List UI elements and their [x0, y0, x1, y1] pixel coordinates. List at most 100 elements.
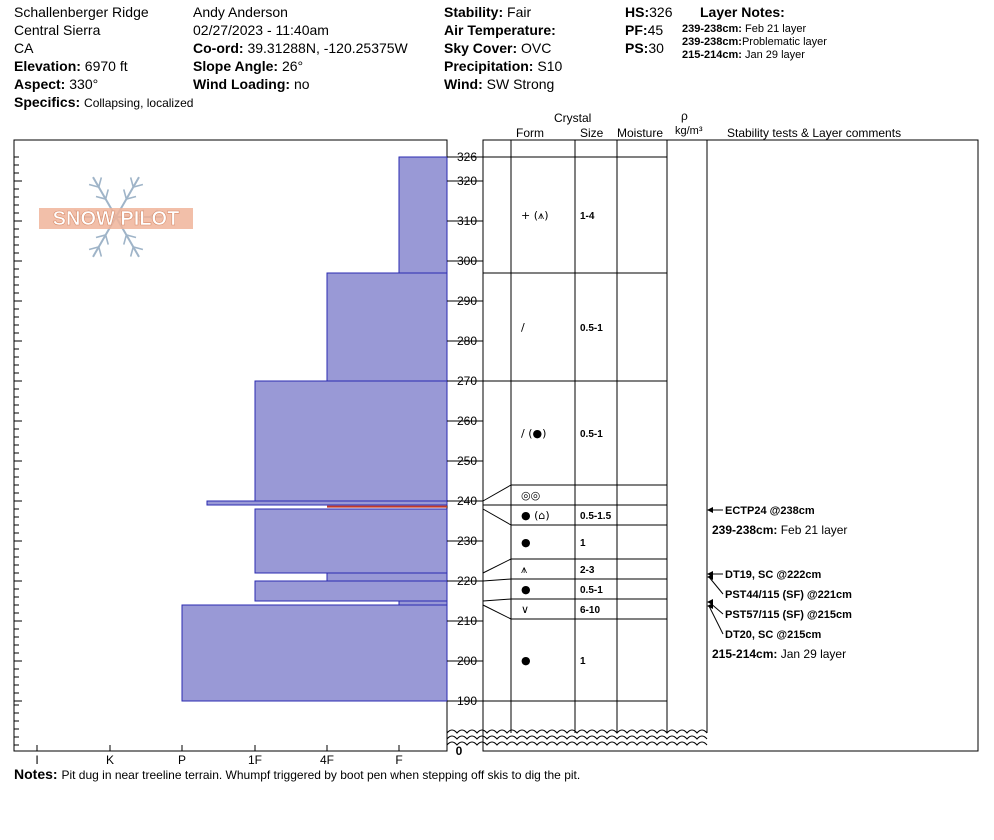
elevation: Elevation: 6970 ft: [14, 58, 128, 74]
hardness-bar: [181, 604, 448, 702]
height-tick-label: 260: [457, 414, 477, 428]
density-unit-header: kg/m³: [675, 125, 703, 137]
test-label: DT20, SC @215cm: [725, 629, 822, 641]
stability-test: 239-238cm: Feb 21 layer: [712, 523, 847, 537]
pf: PF:45: [625, 22, 664, 38]
hardness-bar: [254, 580, 448, 602]
height-tick-label: 200: [457, 654, 477, 668]
test-label: PST44/115 (SF) @221cm: [725, 589, 852, 601]
specifics: Specifics: Collapsing, localized: [14, 94, 194, 110]
layer-note: 239-238cm: Feb 21 layer: [682, 23, 807, 35]
grain-form-label: /: [521, 321, 525, 334]
height-tick-label: 280: [457, 334, 477, 348]
snowflake-branch: [129, 177, 135, 188]
precipitation: Precipitation: S10: [444, 58, 563, 74]
grain-form-label: ◎◎: [521, 489, 540, 502]
test-label: DT19, SC @222cm: [725, 569, 822, 581]
stability-test: 215-214cm: Jan 29 layer: [712, 647, 846, 661]
snowflake-branch: [133, 183, 144, 188]
height-tick-label: 290: [457, 294, 477, 308]
test-arrow: [708, 605, 724, 635]
location: Schallenberger Ridge: [14, 4, 149, 20]
observer: Andy Anderson: [193, 4, 288, 20]
snowflake-branch: [122, 234, 128, 245]
grain-size-label: 1: [580, 656, 586, 667]
hardness-tick-label: 4F: [320, 753, 334, 767]
hardness-bar: [326, 272, 448, 382]
test-arrow: [708, 576, 724, 595]
snowflake-branch: [122, 189, 128, 200]
layer-connector: [482, 484, 512, 502]
stability-comments-header: Stability tests & Layer comments: [727, 126, 902, 140]
grain-size-label: 1-4: [580, 211, 595, 222]
layer-table-frame: [482, 139, 979, 752]
layer-comment: 215-214cm: Jan 29 layer: [712, 647, 846, 661]
layer-connector: [482, 578, 512, 582]
grain-size-label: 6-10: [580, 605, 600, 616]
hardness-tick-label: I: [35, 753, 38, 767]
grain-size-label: 0.5-1: [580, 585, 603, 596]
layer-note: 215-214cm: Jan 29 layer: [682, 49, 805, 61]
wind-loading: Wind Loading: no: [193, 76, 310, 92]
hs: HS:326: [625, 4, 673, 20]
height-tick-label: 230: [457, 534, 477, 548]
grain-form-label: + (⩚): [521, 209, 549, 222]
axis-break: [446, 741, 708, 746]
layer-comment: 239-238cm: Feb 21 layer: [712, 523, 847, 537]
grain-form-label: ●: [521, 536, 531, 549]
stability-test: ECTP24 @238cm: [707, 505, 815, 517]
hardness-bar: [326, 572, 448, 582]
height-tick-label: 310: [457, 214, 477, 228]
test-label: ECTP24 @238cm: [725, 505, 815, 517]
snowflake-branch: [104, 189, 110, 200]
grain-form-label: ∨: [521, 603, 529, 616]
crystal-header: Crystal: [554, 111, 592, 125]
hardness-bar: [398, 156, 448, 274]
region: Central Sierra: [14, 22, 101, 38]
snowflake-branch: [88, 183, 99, 188]
moisture-header: Moisture: [617, 126, 664, 140]
hardness-bar: [398, 600, 448, 606]
hardness-bar: [206, 500, 448, 506]
height-tick-label: 300: [457, 254, 477, 268]
size-header: Size: [580, 126, 604, 140]
notes: Notes: Pit dug in near treeline terrain.…: [14, 766, 581, 782]
hardness-tick-label: 1F: [248, 753, 262, 767]
height-tick-label: 240: [457, 494, 477, 508]
test-arrowhead: [707, 603, 713, 609]
snowflake-branch: [88, 246, 99, 251]
grain-form-label: ⩚: [521, 563, 527, 576]
form-header: Form: [516, 126, 544, 140]
grain-form-label: ●: [521, 583, 531, 596]
layer-note: 239-238cm:Problematic layer: [682, 36, 827, 48]
density-rho-header: ρ: [681, 109, 688, 123]
hardness-tick-label: P: [178, 753, 186, 767]
layer-connector: [482, 558, 512, 574]
height-tick-label: 190: [457, 694, 477, 708]
hardness-tick-label: F: [395, 753, 402, 767]
stability-test: DT19, SC @222cm: [707, 569, 822, 581]
wind: Wind: SW Strong: [444, 76, 555, 92]
snowflake-branch: [95, 234, 106, 239]
height-tick-label: 250: [457, 454, 477, 468]
grain-size-label: 0.5-1: [580, 323, 603, 334]
grain-form-label: / (●): [521, 427, 546, 440]
hardness-tick-label: K: [106, 753, 114, 767]
logo-band: [39, 208, 193, 229]
grain-size-label: 0.5-1.5: [580, 511, 612, 522]
snowflake-branch: [129, 246, 135, 257]
grain-form-label: ●: [521, 654, 531, 667]
layer-connector: [482, 598, 512, 602]
stability-test: PST57/115 (SF) @215cm: [707, 599, 852, 621]
snowflake-branch: [126, 195, 137, 200]
snowflake-branch: [126, 234, 137, 239]
hardness-bar: [254, 380, 448, 502]
snowflake-branch: [133, 246, 144, 251]
ps: PS:30: [625, 40, 664, 56]
height-tick-label: 326: [457, 150, 477, 164]
grain-form-label: ● (⌂): [521, 509, 550, 522]
height-tick-label: 210: [457, 614, 477, 628]
state: CA: [14, 40, 34, 56]
sky-cover: Sky Cover: OVC: [444, 40, 552, 56]
layer-notes-title: Layer Notes:: [700, 4, 785, 20]
